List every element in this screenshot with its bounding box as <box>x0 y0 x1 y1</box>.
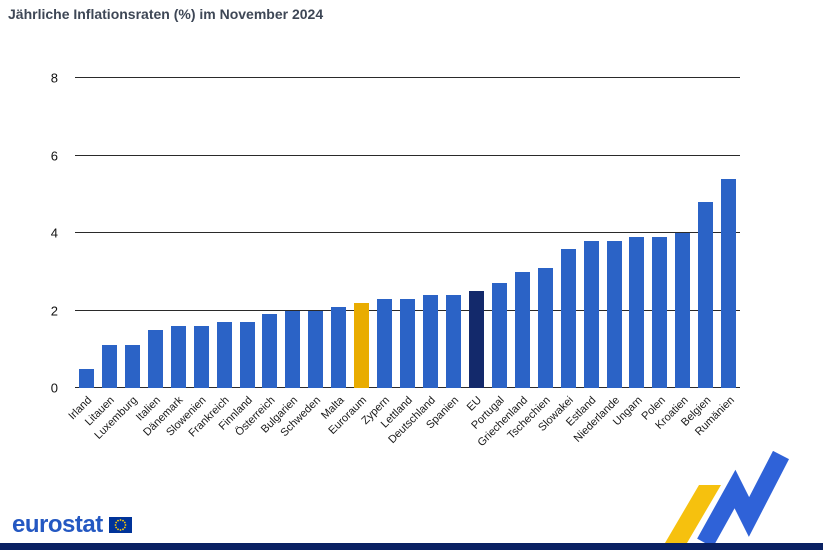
bar-Litauen <box>101 345 117 388</box>
plot-area: Irland Litauen Luxemburg Italien Dänemark Slo… <box>66 77 740 449</box>
bar-Lettland <box>400 298 416 388</box>
y-tick-label-6: 6 <box>50 148 58 163</box>
bar-Dänemark <box>170 326 186 388</box>
bar-slot: Estland <box>564 78 603 429</box>
bar-slot: Portugal <box>470 78 511 432</box>
bar-Bulgarien <box>285 310 301 388</box>
bar-slot: Österreich <box>233 78 282 439</box>
bar-slot: EU <box>465 78 488 414</box>
bar-slot: Spanien <box>424 78 465 431</box>
bar-Griechenland <box>514 271 530 388</box>
bar-slot: Slowenien <box>165 78 213 439</box>
bar-slot: Deutschland <box>387 78 442 446</box>
bottom-brand-strip <box>0 543 823 550</box>
bar-Euroraum <box>354 302 370 388</box>
bar-slot: Slowakei <box>536 78 580 434</box>
bar-EU <box>468 291 484 388</box>
bar-slot: Niederlande <box>571 78 626 445</box>
eurostat-wordmark: eurostat <box>12 511 103 538</box>
bar-Österreich <box>262 314 278 388</box>
bar-slot: Irland <box>66 78 98 422</box>
bar-slot: Bulgarien <box>259 78 304 436</box>
bar-slot: Finnland <box>216 78 259 433</box>
bar-Kroatien <box>675 233 691 388</box>
y-tick-label-8: 8 <box>50 70 58 86</box>
bar-Spanien <box>445 295 461 388</box>
bar-slot: Schweden <box>279 78 327 439</box>
bar-Schweden <box>308 310 324 388</box>
gridline-6 <box>75 154 740 156</box>
gridline-4 <box>75 232 740 233</box>
eurostat-logo[interactable]: eurostat <box>12 513 132 537</box>
bar-Slowenien <box>193 326 209 388</box>
bar-slot: Malta <box>319 78 350 422</box>
bar-slot: Tschechien <box>506 78 557 442</box>
bar-Zypern <box>377 298 393 388</box>
bar-Polen <box>652 236 668 388</box>
y-tick-label-2: 2 <box>50 303 58 318</box>
bar-Ungarn <box>629 236 645 388</box>
bar-slot: Italien <box>134 78 167 424</box>
bar-Tschechien <box>537 267 553 388</box>
bar-Luxemburg <box>124 345 140 388</box>
bar-slot: Dänemark <box>142 78 190 439</box>
bar-slot: Rumänien <box>693 78 740 438</box>
bar-Deutschland <box>423 295 439 388</box>
bar-slot: Lettland <box>379 78 419 430</box>
bar-slot: Zypern <box>360 78 396 427</box>
bar-slot: Griechenland <box>475 78 534 449</box>
bar-Frankreich <box>216 322 232 388</box>
bar-Portugal <box>491 283 507 388</box>
bars: Irland Litauen Luxemburg Italien Dänemark Slo… <box>66 78 740 449</box>
bar-slot: Euroraum <box>327 78 373 437</box>
bar-Belgien <box>698 202 714 388</box>
bar-slot: Luxemburg <box>93 78 144 442</box>
y-tick-label-0: 0 <box>50 380 58 396</box>
y-tick-label-4: 4 <box>50 225 58 241</box>
bar-Malta <box>331 306 347 388</box>
bar-Estland <box>583 240 599 388</box>
bar-Finnland <box>239 322 255 388</box>
bar-slot: Belgien <box>679 78 717 429</box>
chart-title: Jährliche Inflationsraten (%) im Novembe… <box>8 6 324 22</box>
bar-slot: Polen <box>639 78 671 423</box>
bar-Italien <box>147 329 163 388</box>
y-axis: 0 2 4 6 8 <box>28 72 66 395</box>
eu-flag-icon <box>108 517 132 533</box>
bar-Irland <box>78 368 94 388</box>
bar-slot: Litauen <box>83 78 121 428</box>
bar-Rumänien <box>721 178 737 388</box>
bar-slot: Frankreich <box>187 78 236 440</box>
bar-slot: Ungarn <box>611 78 649 428</box>
gridline-8 <box>75 77 740 78</box>
bar-Niederlande <box>606 240 622 388</box>
eurostat-ribbon-graphic <box>665 451 789 543</box>
bar-Slowakei <box>560 248 576 388</box>
bar-slot: Kroatien <box>653 78 694 432</box>
